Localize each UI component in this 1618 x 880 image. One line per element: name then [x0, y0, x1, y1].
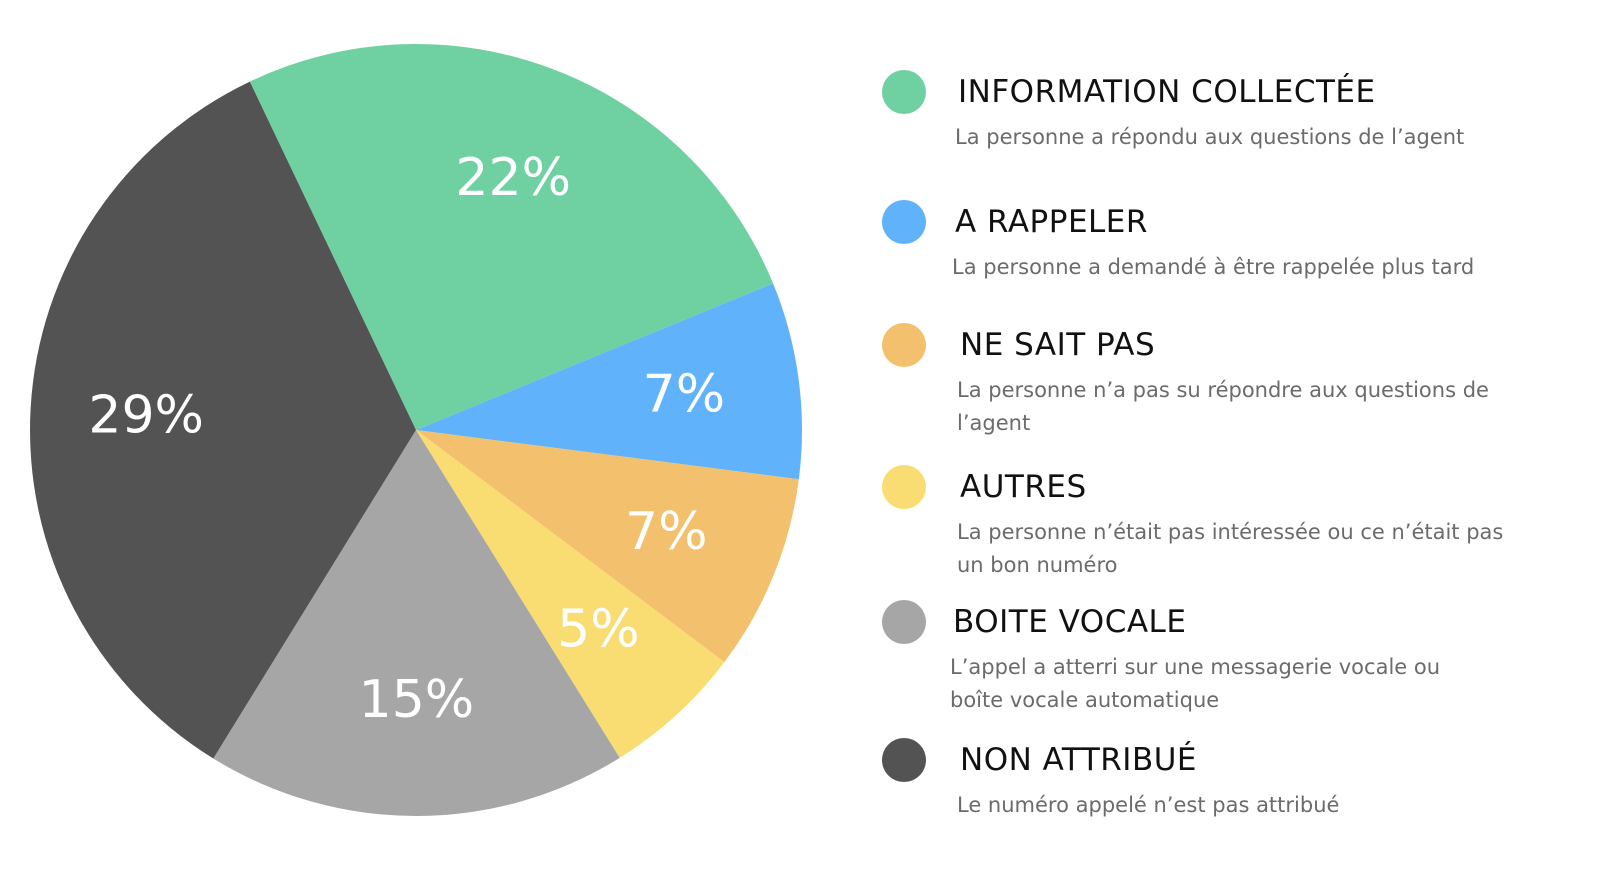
pie-slice-label-0: 22%: [455, 148, 571, 208]
pie-slice-label-2: 7%: [625, 502, 708, 562]
legend-dot-icon: [882, 600, 926, 644]
legend-description-line: La personne n’a pas su répondre aux ques…: [957, 378, 1489, 402]
pie-slice-label-4: 15%: [359, 670, 475, 730]
legend-description: L’appel a atterri sur une messagerie voc…: [950, 651, 1550, 717]
legend-dot-icon: [882, 738, 926, 782]
legend-description-line: l’agent: [957, 411, 1031, 435]
legend-description: La personne n’a pas su répondre aux ques…: [957, 374, 1557, 440]
pie-slice-label-1: 7%: [643, 365, 726, 425]
legend-title: INFORMATION COLLECTÉE: [958, 74, 1376, 110]
pie-slice-label-5: 29%: [88, 385, 204, 445]
legend-description: La personne a demandé à être rappelée pl…: [952, 251, 1552, 284]
legend-description-line: boîte vocale automatique: [950, 688, 1220, 712]
pie-slice-5: [29, 81, 417, 759]
legend-dot-icon: [882, 200, 926, 244]
legend-description-line: La personne n’était pas intéressée ou ce…: [957, 520, 1504, 544]
legend-description-line: un bon numéro: [957, 553, 1118, 577]
legend-description-line: L’appel a atterri sur une messagerie voc…: [950, 655, 1441, 679]
pie-slice-3: [416, 430, 725, 758]
legend-description-line: Le numéro appelé n’est pas attribué: [957, 793, 1340, 817]
legend-description: La personne a répondu aux questions de l…: [955, 121, 1555, 154]
legend-dot-icon: [882, 323, 926, 367]
legend-dot-icon: [882, 70, 926, 114]
legend-title: AUTRES: [960, 469, 1087, 505]
legend-title: BOITE VOCALE: [953, 604, 1187, 640]
pie-slice-4: [213, 430, 620, 816]
legend-description: Le numéro appelé n’est pas attribué: [957, 789, 1557, 822]
pie-slice-2: [416, 430, 799, 663]
legend-title: A RAPPELER: [955, 204, 1148, 240]
pie-chart: 22% 7% 7% 5% 15% 29%: [29, 44, 802, 816]
legend-title: NON ATTRIBUÉ: [960, 742, 1197, 778]
legend-description-line: La personne a répondu aux questions de l…: [955, 125, 1465, 149]
pie-slice-0: [249, 44, 774, 431]
pie-slice-1: [416, 283, 802, 480]
pie-slice-label-3: 5%: [557, 599, 640, 659]
legend-description-line: La personne a demandé à être rappelée pl…: [952, 255, 1475, 279]
legend-title: NE SAIT PAS: [960, 327, 1156, 363]
legend-description: La personne n’était pas intéressée ou ce…: [957, 516, 1557, 582]
legend-dot-icon: [882, 465, 926, 509]
